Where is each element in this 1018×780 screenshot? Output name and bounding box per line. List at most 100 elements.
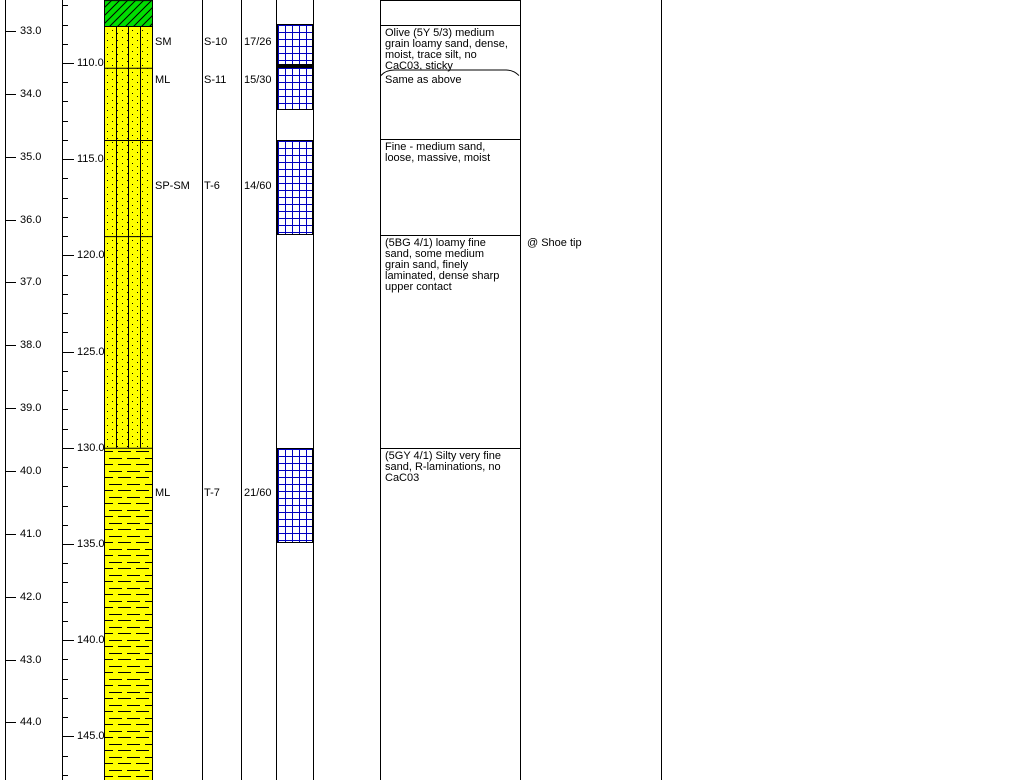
column-divider-line (5, 0, 6, 780)
column-divider-line (380, 0, 381, 780)
meter-tick (5, 345, 16, 346)
foot-tick (62, 640, 74, 641)
meter-depth-label: 42.0 (20, 591, 42, 603)
column-divider-line (520, 0, 521, 780)
lithology-segment-dots (104, 139, 153, 237)
meter-depth-label: 40.0 (20, 465, 42, 477)
foot-minor-tick (62, 178, 68, 179)
meter-depth-label: 33.0 (20, 25, 42, 37)
foot-minor-tick (62, 140, 68, 141)
meter-tick (5, 157, 16, 158)
foot-depth-label: 140.0 (77, 634, 105, 646)
blow-count: 15/30 (244, 74, 272, 86)
sample-recovery-bar (277, 448, 313, 543)
meter-depth-label: 41.0 (20, 528, 42, 540)
column-divider-line (202, 0, 203, 780)
foot-depth-label: 115.0 (77, 153, 104, 165)
foot-minor-tick (62, 775, 68, 776)
sample-recovery-bar (277, 67, 313, 110)
blow-count: 17/26 (244, 36, 272, 48)
foot-depth-label: 120.0 (77, 249, 105, 261)
foot-minor-tick (62, 25, 68, 26)
foot-minor-tick (62, 217, 68, 218)
description-text: Fine - medium sand, loose, massive, mois… (385, 141, 491, 164)
foot-tick (62, 352, 74, 353)
meter-tick (5, 471, 16, 472)
uscs-label: SP-SM (155, 180, 190, 192)
column-divider-line (276, 0, 277, 780)
foot-minor-tick (62, 294, 68, 295)
foot-minor-tick (62, 121, 68, 122)
foot-depth-label: 125.0 (77, 346, 105, 358)
foot-minor-tick (62, 698, 68, 699)
foot-minor-tick (62, 467, 68, 468)
foot-minor-tick (62, 525, 68, 526)
column-divider-line (313, 0, 314, 780)
foot-minor-tick (62, 332, 68, 333)
meter-depth-label: 44.0 (20, 716, 42, 728)
meter-tick (5, 660, 16, 661)
sample-recovery-bar (277, 140, 313, 235)
foot-minor-tick (62, 486, 68, 487)
foot-minor-tick (62, 409, 68, 410)
lithology-segment-dots (104, 67, 153, 140)
meter-depth-label: 34.0 (20, 88, 42, 100)
meter-depth-label: 39.0 (20, 402, 42, 414)
foot-minor-tick (62, 371, 68, 372)
foot-minor-tick (62, 621, 68, 622)
uscs-label: ML (155, 74, 171, 86)
foot-minor-tick (62, 679, 68, 680)
description-box-boundary (381, 139, 520, 140)
uscs-label: SM (155, 36, 172, 48)
foot-tick (62, 255, 74, 256)
foot-tick (62, 544, 74, 545)
foot-minor-tick (62, 101, 68, 102)
meter-depth-label: 38.0 (20, 339, 42, 351)
description-text: Olive (5Y 5/3) medium grain loamy sand, … (385, 27, 508, 72)
lithology-segment-diagonal-hatch (104, 0, 153, 27)
description-text: Same as above (385, 74, 462, 86)
meter-tick (5, 31, 16, 32)
column-divider-line (661, 0, 662, 780)
foot-minor-tick (62, 44, 68, 45)
foot-minor-tick (62, 390, 68, 391)
blow-count: 21/60 (244, 487, 272, 499)
lithology-segment-dots (104, 26, 153, 68)
foot-tick (62, 63, 74, 64)
foot-tick (62, 159, 74, 160)
sample-id: T-6 (204, 180, 220, 192)
foot-minor-tick (62, 563, 68, 564)
foot-minor-tick (62, 275, 68, 276)
description-text: (5GY 4/1) Silty very fine sand, R-lamina… (385, 450, 501, 484)
meter-depth-label: 43.0 (20, 654, 42, 666)
foot-tick (62, 736, 74, 737)
blow-count: 14/60 (244, 180, 272, 192)
meter-tick (5, 282, 16, 283)
sample-id: S-11 (204, 74, 227, 86)
foot-minor-tick (62, 236, 68, 237)
foot-minor-tick (62, 506, 68, 507)
meter-depth-label: 37.0 (20, 276, 42, 288)
description-text: (5BG 4/1) loamy fine sand, some medium g… (385, 237, 500, 293)
meter-tick (5, 722, 16, 723)
foot-minor-tick (62, 602, 68, 603)
lithology-segment-dashes (104, 447, 153, 780)
foot-minor-tick (62, 717, 68, 718)
meter-depth-label: 36.0 (20, 214, 42, 226)
foot-minor-tick (62, 82, 68, 83)
foot-minor-tick (62, 198, 68, 199)
foot-minor-tick (62, 5, 68, 6)
remark-text: @ Shoe tip (527, 237, 582, 249)
meter-tick (5, 534, 16, 535)
sample-bar-divider (277, 65, 313, 68)
foot-minor-tick (62, 756, 68, 757)
description-box-top-edge (380, 0, 521, 1)
foot-depth-label: 110.0 (77, 57, 104, 69)
foot-depth-label: 135.0 (77, 538, 105, 550)
foot-minor-tick (62, 313, 68, 314)
description-box-boundary (381, 235, 520, 236)
meter-depth-label: 35.0 (20, 151, 42, 163)
lithology-segment-dots (104, 236, 153, 448)
foot-minor-tick (62, 659, 68, 660)
